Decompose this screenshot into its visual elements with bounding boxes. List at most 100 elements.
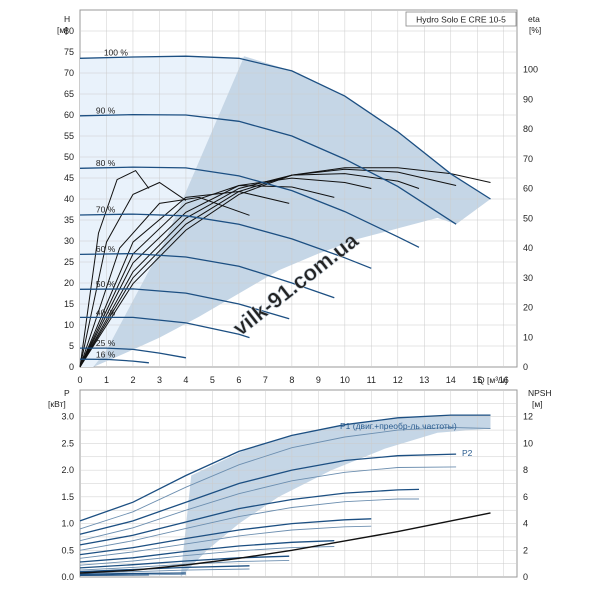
head-speed-curves (79, 55, 491, 364)
efficiency-tick-label: 20 (523, 303, 533, 313)
flow-axis-label: Q (478, 375, 485, 385)
flow-tick-label: 15 (472, 375, 482, 385)
head-tick-label: 20 (64, 278, 74, 288)
head-efficiency-panel: 100 % 90 % 80 % 70 % 60 % 50 % 40 % 25 %16 % 0 1… (57, 9, 541, 385)
head-axis-unit: [м] (57, 25, 68, 35)
power-operating-area (180, 415, 491, 577)
npsh-tick-label: 10 (523, 438, 533, 448)
efficiency-tick-label: 0 (523, 362, 528, 372)
power-tick-label: 3.0 (61, 412, 74, 422)
p1-curve (79, 414, 491, 522)
speed-curve-label: 50 % (96, 279, 116, 289)
head-tick-label: 60 (64, 110, 74, 120)
flow-tick-label: 3 (157, 375, 162, 385)
flow-tick-label: 7 (263, 375, 268, 385)
flow-tick-label: 16 (499, 375, 509, 385)
npsh-curve-group (79, 512, 491, 574)
power-axis-label: P (64, 388, 70, 398)
flow-tick-label: 0 (77, 375, 82, 385)
speed-curve-labels: 100 % 90 % 80 % 70 % 60 % 50 % 40 % 25 %16 % (96, 48, 128, 360)
head-speed-curve (79, 358, 149, 364)
p2-curve (79, 546, 335, 566)
head-speed-curve (79, 288, 290, 320)
p1-curve-label: P1 (двиг.+преобр-ль частоты) (340, 421, 457, 431)
speed-curve-label: 90 % (96, 105, 116, 115)
head-speed-curve (79, 113, 457, 225)
p1-curve (79, 565, 250, 573)
flow-tick-label: 2 (130, 375, 135, 385)
npsh-tick-label: 6 (523, 492, 528, 502)
head-tick-label: 50 (64, 152, 74, 162)
model-title-box (405, 11, 517, 27)
efficiency-tick-label: 70 (523, 154, 533, 164)
head-tick-label: 70 (64, 68, 74, 78)
npsh-tick-labels: 0 2 4 6 8 10 12 (523, 412, 533, 582)
efficiency-curve (79, 190, 290, 368)
efficiency-tick-label: 100 (523, 65, 538, 75)
power-tick-label: 0.5 (61, 545, 74, 555)
p1-curve (79, 488, 420, 546)
p2-curve (79, 498, 419, 551)
flow-tick-label: 10 (340, 375, 350, 385)
flow-tick-labels: 0 1 2 3 4 5 6 7 8 9 10 11 12 13 14 15 16 (77, 375, 508, 385)
flow-tick-label: 11 (367, 375, 376, 385)
p2-curve (79, 426, 491, 530)
npsh-tick-label: 8 (523, 465, 528, 475)
p1-curve (79, 540, 335, 563)
speed-curve-label: 80 % (96, 158, 116, 168)
head-tick-label: 80 (64, 26, 74, 36)
npsh-tick-label: 12 (523, 412, 533, 422)
p1-curve (79, 518, 372, 556)
p2-curve (79, 466, 457, 542)
speed-curve-label: 70 % (96, 205, 116, 215)
head-tick-label: 5 (69, 341, 74, 351)
power-axis-unit: [кВт] (48, 399, 66, 409)
head-tick-label: 35 (64, 215, 74, 225)
model-title: Hydro Solo E CRE 10-5 (416, 15, 506, 25)
head-tick-labels: 0 5 10 15 20 25 30 35 40 45 50 55 60 65 70 75 80 (64, 26, 74, 372)
head-speed-curve (79, 55, 491, 200)
efficiency-axis-label: eta (528, 14, 540, 24)
npsh-curve (79, 512, 491, 574)
flow-tick-label: 9 (316, 375, 321, 385)
efficiency-tick-label: 60 (523, 184, 533, 194)
head-tick-label: 10 (64, 320, 74, 330)
head-tick-label: 15 (64, 299, 74, 309)
head-speed-curve (80, 316, 250, 339)
p1-curve (79, 574, 149, 577)
p2-curve (79, 525, 372, 559)
head-speed-curve (79, 252, 335, 299)
efficiency-tick-label: 10 (523, 332, 533, 342)
head-speed-curve (80, 347, 187, 359)
efficiency-tick-label: 80 (523, 124, 533, 134)
flow-tick-label: 4 (183, 375, 188, 385)
efficiency-tick-label: 30 (523, 273, 533, 283)
head-tick-label: 55 (64, 131, 74, 141)
p1-curves (79, 414, 491, 577)
head-axis-label: H (64, 14, 70, 24)
power-tick-label: 1.5 (61, 492, 74, 502)
npsh-tick-label: 0 (523, 572, 528, 582)
speed-curve-label: 60 % (96, 244, 116, 254)
head-speed-curve (79, 213, 372, 269)
power-operating-areas (180, 415, 491, 577)
head-tick-label: 30 (64, 236, 74, 246)
npsh-axis-label: NPSH (528, 388, 552, 398)
efficiency-tick-label: 50 (523, 213, 533, 223)
power-tick-labels: 0.0 0.5 1.0 1.5 2.0 2.5 3.0 (61, 412, 74, 582)
power-gridlines (80, 390, 517, 577)
flow-axis-unit: [м³/ч] (487, 375, 507, 385)
head-tick-label: 75 (64, 47, 74, 57)
efficiency-axis-unit: [%] (529, 25, 541, 35)
flow-tick-label: 8 (289, 375, 294, 385)
npsh-axis-unit: [м] (532, 399, 543, 409)
p2-curve (79, 559, 290, 571)
speed-curve-label: 100 % (104, 48, 129, 58)
flow-tick-label: 5 (210, 375, 215, 385)
speed-curve-label: 16 % (96, 349, 116, 359)
power-tick-label: 0.0 (61, 572, 74, 582)
efficiency-tick-label: 40 (523, 243, 533, 253)
npsh-tick-label: 2 (523, 545, 528, 555)
